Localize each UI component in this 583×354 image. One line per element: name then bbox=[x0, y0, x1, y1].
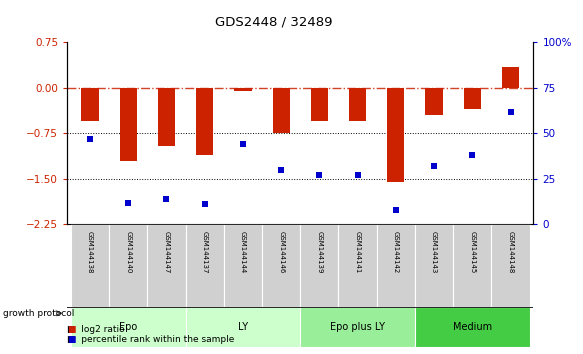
Bar bbox=[147, 224, 185, 307]
Text: Epo plus LY: Epo plus LY bbox=[330, 322, 385, 332]
Bar bbox=[415, 224, 453, 307]
Bar bbox=[311, 88, 328, 121]
Bar bbox=[339, 224, 377, 307]
Bar bbox=[491, 224, 529, 307]
Bar bbox=[415, 307, 529, 347]
Bar bbox=[453, 224, 491, 307]
Text: Medium: Medium bbox=[453, 322, 492, 332]
Bar bbox=[71, 224, 109, 307]
Bar bbox=[185, 224, 224, 307]
Text: GSM144137: GSM144137 bbox=[202, 231, 208, 274]
Bar bbox=[71, 307, 185, 347]
Bar bbox=[272, 88, 290, 133]
Text: GSM144141: GSM144141 bbox=[354, 231, 361, 274]
Text: GSM144148: GSM144148 bbox=[508, 231, 514, 274]
Text: GSM144146: GSM144146 bbox=[278, 231, 284, 274]
Bar bbox=[387, 88, 405, 182]
Bar bbox=[158, 88, 175, 145]
Bar bbox=[300, 307, 415, 347]
Text: GSM144147: GSM144147 bbox=[163, 231, 170, 274]
Text: GSM144140: GSM144140 bbox=[125, 231, 131, 274]
Bar bbox=[426, 88, 442, 115]
Text: GSM144145: GSM144145 bbox=[469, 231, 475, 273]
Text: ■  percentile rank within the sample: ■ percentile rank within the sample bbox=[67, 335, 234, 344]
Text: ■: ■ bbox=[67, 325, 76, 335]
Text: GSM144142: GSM144142 bbox=[393, 231, 399, 273]
Bar bbox=[377, 224, 415, 307]
Bar bbox=[349, 88, 366, 121]
Text: GSM144144: GSM144144 bbox=[240, 231, 246, 273]
Bar bbox=[224, 224, 262, 307]
Bar bbox=[109, 224, 147, 307]
Text: GSM144139: GSM144139 bbox=[317, 231, 322, 274]
Bar bbox=[234, 88, 251, 91]
Bar bbox=[196, 88, 213, 155]
Text: ■  log2 ratio: ■ log2 ratio bbox=[67, 325, 125, 335]
Text: GSM144143: GSM144143 bbox=[431, 231, 437, 274]
Bar bbox=[502, 67, 519, 88]
Bar bbox=[300, 224, 339, 307]
Bar bbox=[463, 88, 481, 109]
Text: ■: ■ bbox=[67, 335, 76, 344]
Bar bbox=[185, 307, 300, 347]
Bar bbox=[82, 88, 99, 121]
Text: GDS2448 / 32489: GDS2448 / 32489 bbox=[215, 15, 333, 28]
Text: growth protocol: growth protocol bbox=[3, 309, 74, 318]
Text: Epo: Epo bbox=[119, 322, 138, 332]
Bar bbox=[262, 224, 300, 307]
Text: GSM144138: GSM144138 bbox=[87, 231, 93, 274]
Bar bbox=[120, 88, 137, 161]
Text: LY: LY bbox=[238, 322, 248, 332]
